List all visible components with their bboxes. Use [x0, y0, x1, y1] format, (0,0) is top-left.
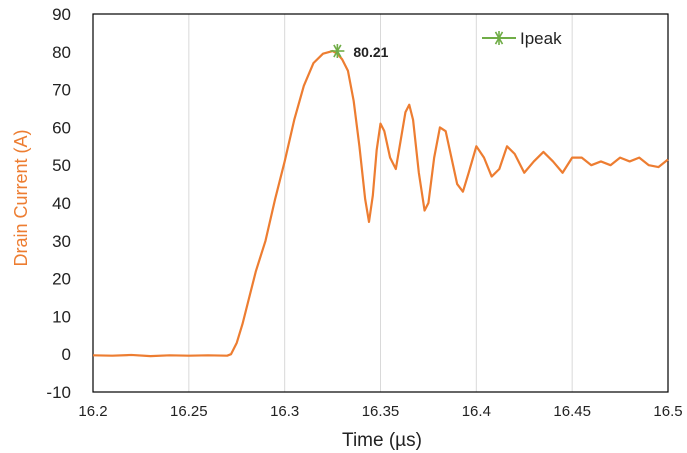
series-layer: 80.21 [92, 44, 669, 358]
legend-ipeak-label: Ipeak [520, 29, 562, 48]
plot-frame [92, 13, 669, 393]
y-tick-label: 40 [52, 194, 71, 213]
y-tick-label: 10 [52, 307, 71, 326]
drain-current-line [92, 49, 669, 358]
x-tick-label: 16.25 [170, 403, 208, 420]
x-tick-label: 16.3 [270, 403, 299, 420]
x-tick-label: 16.4 [462, 403, 491, 420]
y-axis-title: Drain Current (A) [11, 129, 31, 266]
x-tick-label: 16.2 [78, 403, 107, 420]
grid-lines [188, 14, 573, 392]
x-tick-label: 16.5 [653, 403, 682, 420]
legend: Ipeak [482, 29, 562, 48]
y-tick-label: 90 [52, 5, 71, 24]
y-tick-label: 30 [52, 232, 71, 251]
legend-asterisk [492, 31, 506, 45]
x-tick-label: 16.35 [362, 403, 400, 420]
y-axis-ticks: -10 0 10 20 30 40 50 60 70 80 90 [46, 5, 71, 402]
y-tick-label: 70 [52, 81, 71, 100]
ipeak-marker [330, 44, 345, 59]
y-tick-label: 20 [52, 270, 71, 289]
x-tick-label: 16.45 [553, 403, 591, 420]
y-tick-label: 0 [62, 345, 71, 364]
ipeak-point [330, 44, 345, 59]
y-tick-label: 80 [52, 43, 71, 62]
ipeak-data-label: 80.21 [353, 44, 388, 60]
y-tick-label: 50 [52, 156, 71, 175]
y-tick-label: 60 [52, 118, 71, 137]
legend-ipeak-marker [482, 31, 516, 45]
x-axis-ticks: 16.2 16.25 16.3 16.35 16.4 16.45 16.5 [78, 403, 682, 420]
y-tick-label: -10 [46, 383, 71, 402]
x-axis-title: Time (µs) [342, 430, 422, 451]
